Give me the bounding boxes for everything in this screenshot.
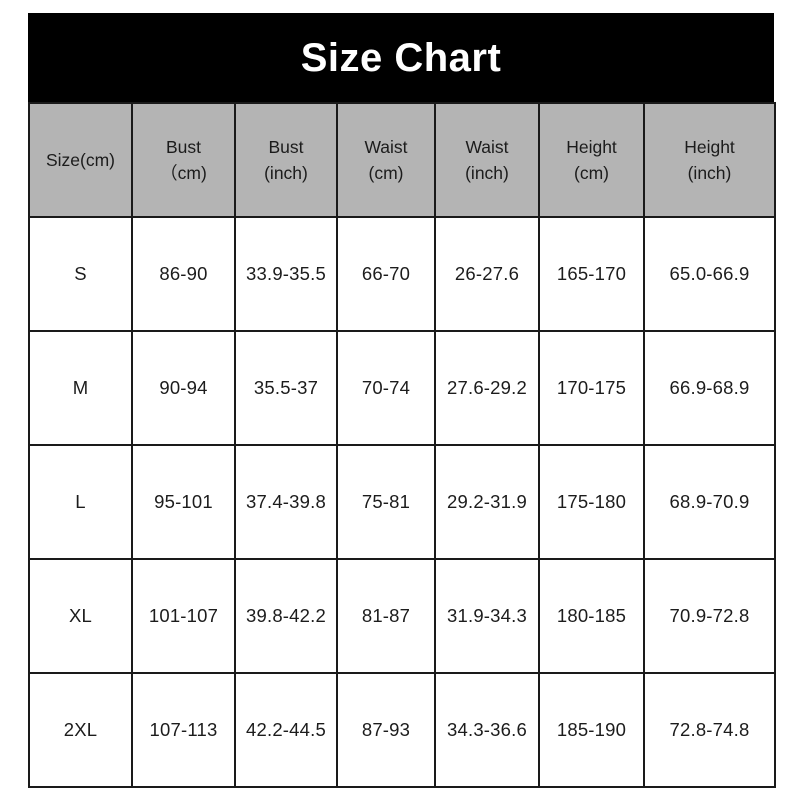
height-inch-cell: 68.9-70.9: [643, 444, 776, 560]
waist-cm-cell: 81-87: [336, 558, 436, 674]
size-cell: M: [28, 330, 133, 446]
col-header-height-inch: Height (inch): [643, 102, 776, 218]
bust-inch-cell: 39.8-42.2: [234, 558, 338, 674]
bust-cm-cell: 95-101: [131, 444, 236, 560]
table-row-l: L 95-101 37.4-39.8 75-81 29.2-31.9 175-1…: [28, 444, 776, 560]
waist-inch-cell: 34.3-36.6: [434, 672, 540, 788]
col-header-size: Size(cm): [28, 102, 133, 218]
bust-inch-cell: 35.5-37: [234, 330, 338, 446]
title-band: Size Chart: [28, 13, 774, 104]
header-row: Size(cm) Bust （cm) Bust (inch) Waist (cm…: [28, 102, 776, 218]
waist-inch-cell: 29.2-31.9: [434, 444, 540, 560]
size-cell: L: [28, 444, 133, 560]
size-cell: S: [28, 216, 133, 332]
bust-inch-cell: 42.2-44.5: [234, 672, 338, 788]
height-cm-cell: 185-190: [538, 672, 645, 788]
waist-inch-cell: 27.6-29.2: [434, 330, 540, 446]
col-header-waist-inch: Waist (inch): [434, 102, 540, 218]
table-row-2xl: 2XL 107-113 42.2-44.5 87-93 34.3-36.6 18…: [28, 672, 776, 788]
waist-inch-cell: 31.9-34.3: [434, 558, 540, 674]
bust-inch-cell: 37.4-39.8: [234, 444, 338, 560]
table-row-xl: XL 101-107 39.8-42.2 81-87 31.9-34.3 180…: [28, 558, 776, 674]
col-header-height-cm: Height (cm): [538, 102, 645, 218]
height-inch-cell: 72.8-74.8: [643, 672, 776, 788]
bust-inch-cell: 33.9-35.5: [234, 216, 338, 332]
height-cm-cell: 170-175: [538, 330, 645, 446]
bust-cm-cell: 90-94: [131, 330, 236, 446]
height-inch-cell: 70.9-72.8: [643, 558, 776, 674]
col-header-waist-cm: Waist (cm): [336, 102, 436, 218]
col-header-bust-inch: Bust (inch): [234, 102, 338, 218]
waist-cm-cell: 87-93: [336, 672, 436, 788]
page-title: Size Chart: [300, 36, 502, 80]
table-row-m: M 90-94 35.5-37 70-74 27.6-29.2 170-175 …: [28, 330, 776, 446]
table-row-s: S 86-90 33.9-35.5 66-70 26-27.6 165-170 …: [28, 216, 776, 332]
waist-cm-cell: 70-74: [336, 330, 436, 446]
waist-inch-cell: 26-27.6: [434, 216, 540, 332]
bust-cm-cell: 101-107: [131, 558, 236, 674]
height-cm-cell: 180-185: [538, 558, 645, 674]
height-cm-cell: 175-180: [538, 444, 645, 560]
waist-cm-cell: 75-81: [336, 444, 436, 560]
height-cm-cell: 165-170: [538, 216, 645, 332]
bust-cm-cell: 86-90: [131, 216, 236, 332]
height-inch-cell: 65.0-66.9: [643, 216, 776, 332]
size-chart-table: Size(cm) Bust （cm) Bust (inch) Waist (cm…: [28, 102, 776, 788]
bust-cm-cell: 107-113: [131, 672, 236, 788]
size-cell: 2XL: [28, 672, 133, 788]
waist-cm-cell: 66-70: [336, 216, 436, 332]
size-cell: XL: [28, 558, 133, 674]
height-inch-cell: 66.9-68.9: [643, 330, 776, 446]
col-header-bust-cm: Bust （cm): [131, 102, 236, 218]
